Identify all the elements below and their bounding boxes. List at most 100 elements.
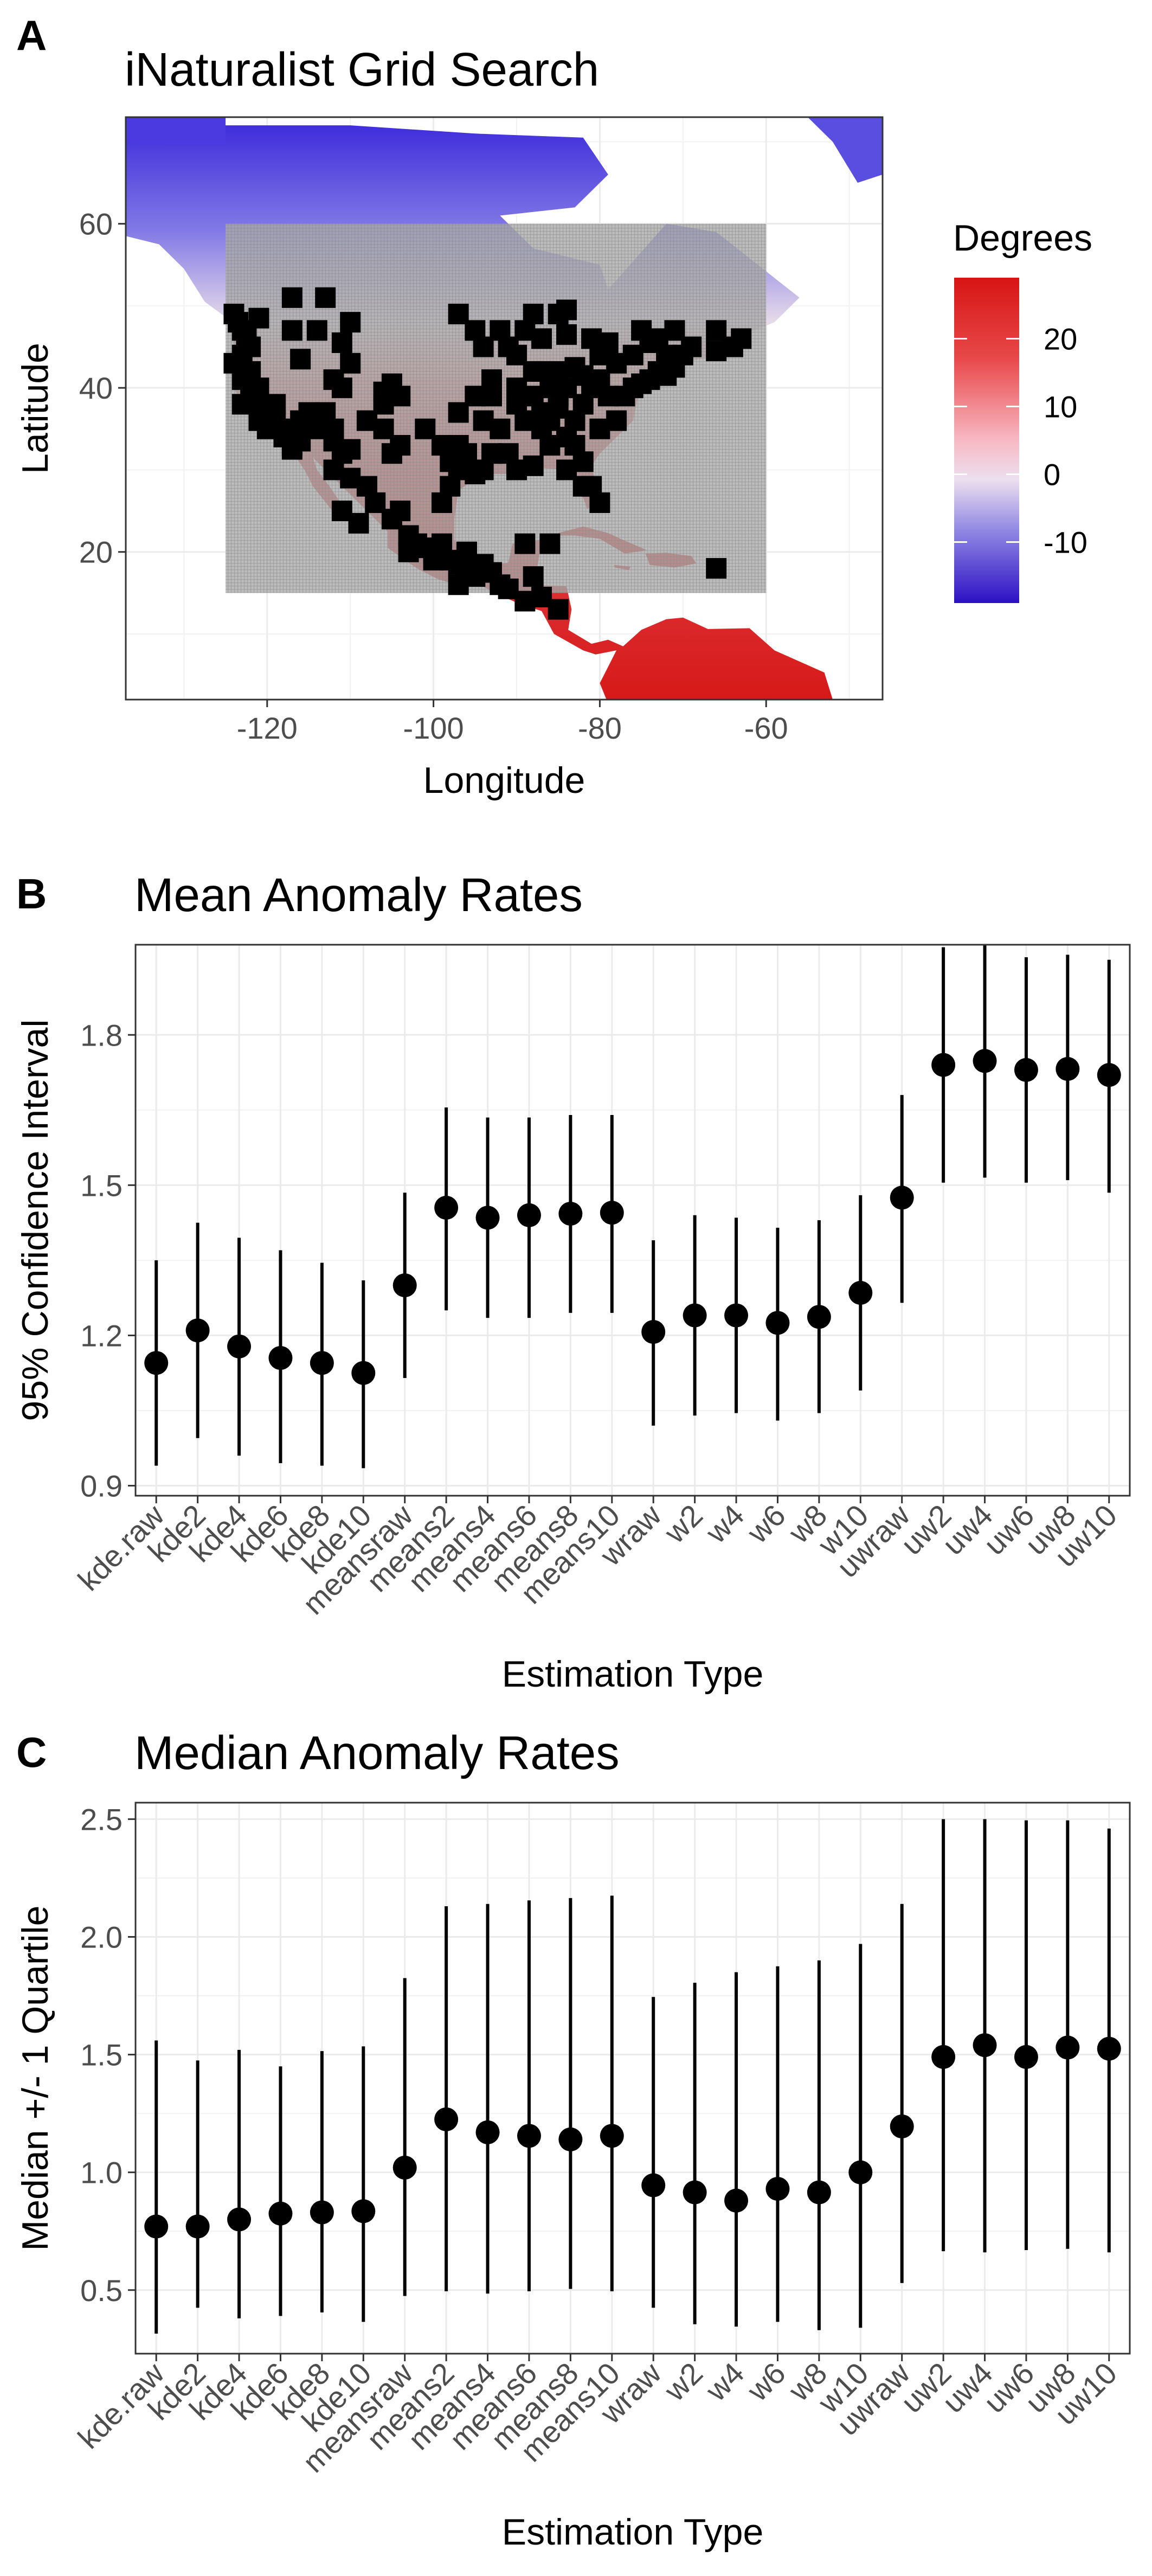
observation-point <box>390 501 411 522</box>
data-point <box>890 1186 914 1210</box>
observation-point <box>248 307 269 329</box>
panel-border <box>134 1802 1131 2355</box>
data-point <box>517 1203 541 1227</box>
data-point <box>227 2207 252 2232</box>
data-point <box>641 2173 666 2197</box>
y-tick-label: 0.9 <box>80 1469 123 1503</box>
data-point <box>144 1351 169 1375</box>
observation-point <box>514 533 536 554</box>
observation-point <box>556 459 577 480</box>
observation-point <box>423 549 444 571</box>
data-point <box>558 2127 583 2151</box>
observation-point <box>381 373 402 394</box>
map-y-tick-label: 40 <box>79 371 113 405</box>
data-point <box>807 1305 831 1329</box>
y-tick-label: 1.2 <box>80 1318 123 1353</box>
data-point <box>185 2214 210 2239</box>
data-point <box>517 2124 541 2148</box>
panel-b-title: Mean Anomaly Rates <box>134 869 583 921</box>
map-y-tick-label: 20 <box>79 535 113 569</box>
observation-point <box>281 320 303 341</box>
data-point <box>807 2180 831 2205</box>
observation-point <box>281 439 303 460</box>
observation-point <box>315 287 336 308</box>
observation-point <box>606 410 627 431</box>
legend-ticks: 20 10 0 -10 <box>954 322 1087 560</box>
data-point <box>724 1303 749 1328</box>
data-point <box>310 1351 334 1375</box>
data-point <box>310 2200 334 2225</box>
observation-point <box>539 533 561 554</box>
x-axis-title: Estimation Type <box>502 2511 764 2553</box>
legend-tick-label: 0 <box>1044 458 1060 492</box>
data-point <box>683 2180 707 2205</box>
panel-a-label: A <box>16 11 47 59</box>
observation-point <box>398 541 419 562</box>
y-axis-title: 95% Confidence Interval <box>15 1020 56 1421</box>
observation-point <box>706 558 727 579</box>
data-point <box>351 1361 376 1385</box>
data-point <box>185 1318 210 1343</box>
data-point <box>931 1053 956 1077</box>
data-point <box>268 1346 293 1370</box>
data-point <box>1097 2036 1121 2061</box>
map-x-tick-label: -120 <box>237 711 298 745</box>
map-x-tick-label: -60 <box>744 711 788 745</box>
data-point <box>1056 2035 1080 2060</box>
legend-tick-label: 20 <box>1044 322 1077 356</box>
data-point <box>641 1319 666 1344</box>
legend-title: Degrees <box>953 217 1092 259</box>
data-point <box>434 1195 459 1220</box>
y-tick-label: 2.0 <box>80 1920 123 1954</box>
median-anomaly-chart: 0.51.01.52.02.5kde.rawkde2kde4kde6kde8kd… <box>15 1802 1131 2553</box>
observation-point <box>356 410 377 431</box>
observation-point <box>473 554 494 575</box>
data-point <box>973 1049 997 1073</box>
observation-point <box>506 459 527 480</box>
panel-border <box>134 944 1131 1497</box>
arctic-coast <box>126 117 226 146</box>
data-point <box>475 1206 500 1230</box>
data-point <box>600 2124 624 2148</box>
observation-point <box>340 353 361 374</box>
observation-point <box>331 501 352 522</box>
data-point <box>1097 1063 1121 1087</box>
data-point <box>392 1273 417 1298</box>
greenland-fragment <box>807 117 883 183</box>
y-tick-label: 1.5 <box>80 2038 123 2072</box>
panel-c-title: Median Anomaly Rates <box>134 1727 620 1779</box>
data-point <box>931 2045 956 2069</box>
observation-point <box>490 320 511 341</box>
y-tick-label: 1.8 <box>80 1018 123 1052</box>
data-point <box>1056 1057 1080 1081</box>
data-point <box>724 2188 749 2213</box>
observation-point <box>331 332 352 353</box>
observation-point <box>548 599 569 620</box>
map-x-tick-label: -100 <box>403 711 464 745</box>
temperature-legend: Degrees 20 10 0 -10 <box>953 217 1092 603</box>
observation-point <box>531 402 552 423</box>
observation-point <box>281 287 303 308</box>
data-point <box>683 1303 707 1328</box>
observation-point <box>706 320 727 341</box>
panel-b-label: B <box>16 870 47 918</box>
data-point <box>268 2201 293 2226</box>
data-point <box>600 1201 624 1225</box>
observation-point <box>415 418 436 439</box>
panel-c-label: C <box>16 1728 47 1776</box>
data-point <box>1014 1058 1038 1082</box>
y-tick-label: 1.0 <box>80 2156 123 2190</box>
data-point <box>144 2214 169 2239</box>
data-point <box>765 2177 790 2201</box>
observation-point <box>523 304 544 325</box>
y-tick-label: 2.5 <box>80 1802 123 1836</box>
observation-point <box>390 435 411 456</box>
observation-point <box>265 394 286 415</box>
observation-points <box>223 287 752 620</box>
observation-point <box>481 386 502 407</box>
observation-point <box>556 299 577 321</box>
observation-point <box>340 312 361 333</box>
observation-point <box>664 320 685 341</box>
x-axis-title: Estimation Type <box>502 1654 764 1695</box>
